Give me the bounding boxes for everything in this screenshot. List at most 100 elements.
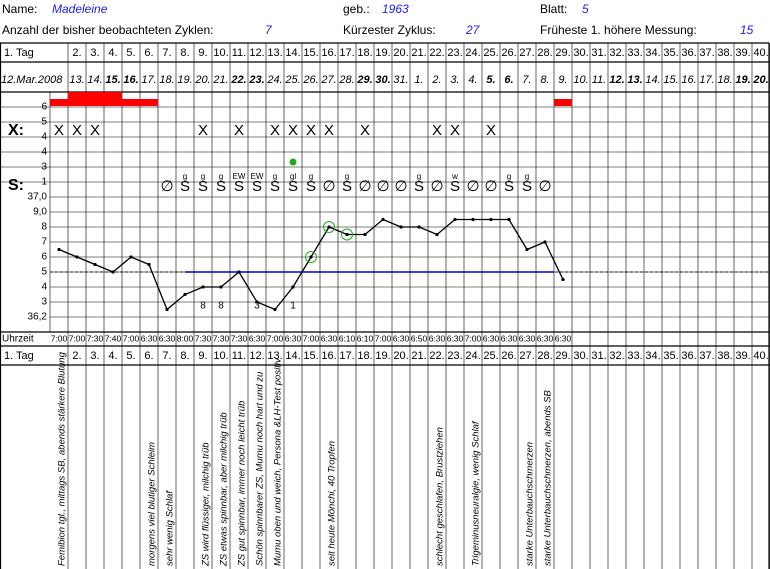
date-label: 28. (338, 74, 354, 86)
temp-tick-label: 36,2 (28, 312, 48, 323)
time-label: 6:10 (339, 333, 356, 343)
time-label: 6:30 (501, 333, 518, 343)
day-label: 24. (465, 350, 480, 362)
day-label: 1. Tag (4, 350, 34, 362)
day-label: 14. (285, 47, 300, 59)
date-label: 17. (699, 74, 714, 86)
dot-marker (289, 158, 297, 166)
name-label: Name: (2, 2, 37, 16)
day-label: 40. (753, 47, 768, 59)
day-label: 12. (249, 47, 264, 59)
mucus-symbol: ∅ (322, 178, 335, 195)
day-label: 40. (753, 350, 768, 362)
name: Madeleine (52, 2, 108, 16)
day-label: 9. (198, 47, 207, 59)
date-label: 30. (375, 74, 390, 86)
x-mark: X (234, 122, 244, 139)
mucus-symbol: S (450, 178, 460, 195)
temperature-point (93, 262, 97, 267)
temperature-point (327, 225, 331, 229)
date-label: 11. (592, 74, 606, 86)
temperature-point (399, 225, 403, 229)
bleeding-bar (140, 99, 158, 106)
day-label: 20. (393, 350, 408, 362)
date-label: 9. (558, 74, 567, 86)
time-label: 6:30 (321, 333, 338, 343)
row-scale-label: 5 (41, 117, 47, 128)
note: Schön spinnbarer ZS, Mumu noch hart und … (255, 371, 266, 566)
mucus-note: EW (233, 172, 246, 181)
mucus-note: EW (251, 172, 264, 181)
day-label: 32. (609, 350, 624, 362)
temperature-point (183, 292, 187, 297)
note: morgens viel blutiger Schleim (147, 442, 158, 566)
date-label: 18. (159, 74, 174, 86)
day-label: 5. (126, 350, 135, 362)
day-label: 3. (90, 47, 99, 59)
time-label: 8:00 (177, 333, 194, 343)
day-label: 11. (232, 350, 246, 362)
time-label: 6:30 (249, 333, 266, 343)
temperature-point (363, 232, 367, 237)
earliest: 15 (740, 23, 754, 37)
circled-point (323, 221, 335, 233)
temperature-point (381, 217, 385, 222)
day-label: 19. (375, 350, 390, 362)
time-label: 7:00 (69, 333, 86, 343)
row-scale-label: 6 (41, 102, 47, 113)
row-scale-label: 4 (41, 132, 47, 143)
mucus-symbol: S (198, 178, 208, 195)
shortest: 27 (465, 23, 481, 37)
time-label: 6:30 (285, 333, 302, 343)
note: schlecht geschlafen, Brustziehen (435, 427, 446, 566)
bleeding-bar (104, 92, 122, 106)
mucus-symbol: S (216, 178, 226, 195)
note: Trigeminusneuralgie, wenig Schlaf (471, 420, 482, 566)
date-label: 31. (393, 74, 408, 86)
x-mark: X (450, 122, 460, 139)
day-label: 36. (681, 47, 696, 59)
date-label: 22. (230, 74, 246, 86)
mucus-note: g (507, 172, 511, 181)
mucus-note: g (525, 172, 529, 181)
day-label: 24. (465, 47, 480, 59)
temp-tick-label: 9,0 (33, 207, 47, 218)
bleeding-bar (68, 92, 86, 106)
temperature-point (57, 247, 61, 252)
day-label: 11. (232, 47, 246, 59)
day-label: 35. (663, 350, 678, 362)
date-label: 16. (123, 74, 138, 86)
day-label: 15. (303, 47, 318, 59)
x-mark: X (198, 122, 208, 139)
day-label: 6. (144, 47, 153, 59)
note: Mumu oben und weich, Persona &LH-Test po… (273, 357, 284, 566)
time-label: 6:30 (159, 333, 176, 343)
day-label: 39. (735, 350, 750, 362)
day-label: 25. (483, 350, 498, 362)
day-label: 35. (663, 47, 678, 59)
mucus-symbol: ∅ (376, 178, 389, 195)
day-label: 19. (375, 47, 390, 59)
date-label: 7. (522, 74, 531, 86)
temperature-line (58, 218, 564, 311)
day-label: 16. (321, 350, 336, 362)
day-label: 26. (501, 47, 516, 59)
temperature-point (165, 307, 169, 312)
x-mark: X (90, 122, 100, 139)
time-label: 7:00 (465, 333, 482, 343)
date-label: 19. (735, 74, 750, 86)
temp-tick-label: 4 (41, 282, 47, 293)
circled-point (341, 228, 353, 241)
day-label: 27. (519, 47, 534, 59)
mucus-symbol: ∅ (466, 178, 479, 195)
date-label: 3. (450, 74, 459, 86)
temperature-point (543, 240, 547, 244)
bleeding-bar (86, 92, 104, 106)
date-label: 24. (266, 74, 282, 86)
row-scale-label: 4 (41, 147, 47, 158)
day-label: 21. (411, 350, 426, 362)
x-mark: X (72, 122, 82, 139)
day-label: 7. (162, 350, 171, 362)
time-label: 6:50 (411, 333, 428, 343)
temp-tick-label: 5 (41, 267, 47, 278)
